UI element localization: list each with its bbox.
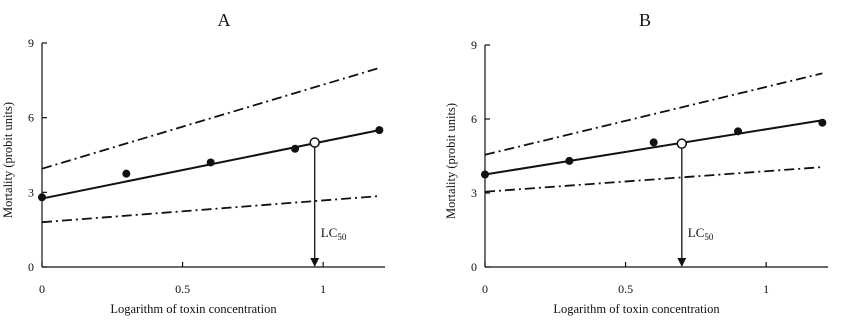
lc50-label-main: LC [688,225,705,240]
y-tick-label: 3 [471,186,477,200]
data-point [38,193,46,202]
y-tick-label: 9 [28,36,34,50]
data-point [649,138,658,147]
lc50-label: LC50 [688,225,714,242]
x-tick-label: 0.5 [618,282,633,296]
x-tick-label: 0 [39,282,45,296]
x-tick-label: 1 [320,282,326,296]
x-tick-label: 1 [763,282,769,296]
data-point [206,158,215,167]
y-axis-label: Mortality (probit units) [1,102,15,218]
regression-line [484,119,823,176]
y-tick-label: 6 [28,111,34,125]
lc50-label: LC50 [321,225,347,242]
lc50-label-main: LC [321,225,338,240]
chart-panel-a: A 0 3 6 9 0 0.5 1 Logarithm of toxin concentrati… [1,10,385,316]
data-point [375,126,384,135]
lc50-label-subscript: 50 [704,232,714,242]
chart-panel-b: B 0 3 6 9 0 0.5 1 Logarithm of toxin concentrati… [444,10,828,316]
data-point [818,118,827,127]
upper-confidence-line [484,72,823,156]
x-axis-label: Logarithm of toxin concentration [553,302,720,316]
x-axis-label: Logarithm of toxin concentration [110,302,277,316]
lc50-point [676,138,688,149]
y-tick-label: 0 [471,260,477,274]
y-axis-label: Mortality (probit units) [444,103,458,219]
y-tick-label: 0 [28,260,34,274]
y-tick-label: 3 [28,185,34,199]
y-tick-label: 6 [471,112,477,126]
lower-confidence-line [484,166,823,193]
data-point [481,170,489,179]
x-tick-label: 0 [482,282,488,296]
data-point [734,127,743,136]
chart-title: A [218,10,231,30]
y-tick-label: 9 [471,38,477,52]
data-point [565,156,574,165]
x-tick-label: 0.5 [175,282,190,296]
chart-title: B [639,10,651,30]
lc50-label-subscript: 50 [337,232,347,242]
upper-confidence-line [41,67,380,170]
lower-confidence-line [41,195,380,224]
data-point [122,169,131,178]
data-point [291,144,300,153]
lc50-point [309,137,320,148]
